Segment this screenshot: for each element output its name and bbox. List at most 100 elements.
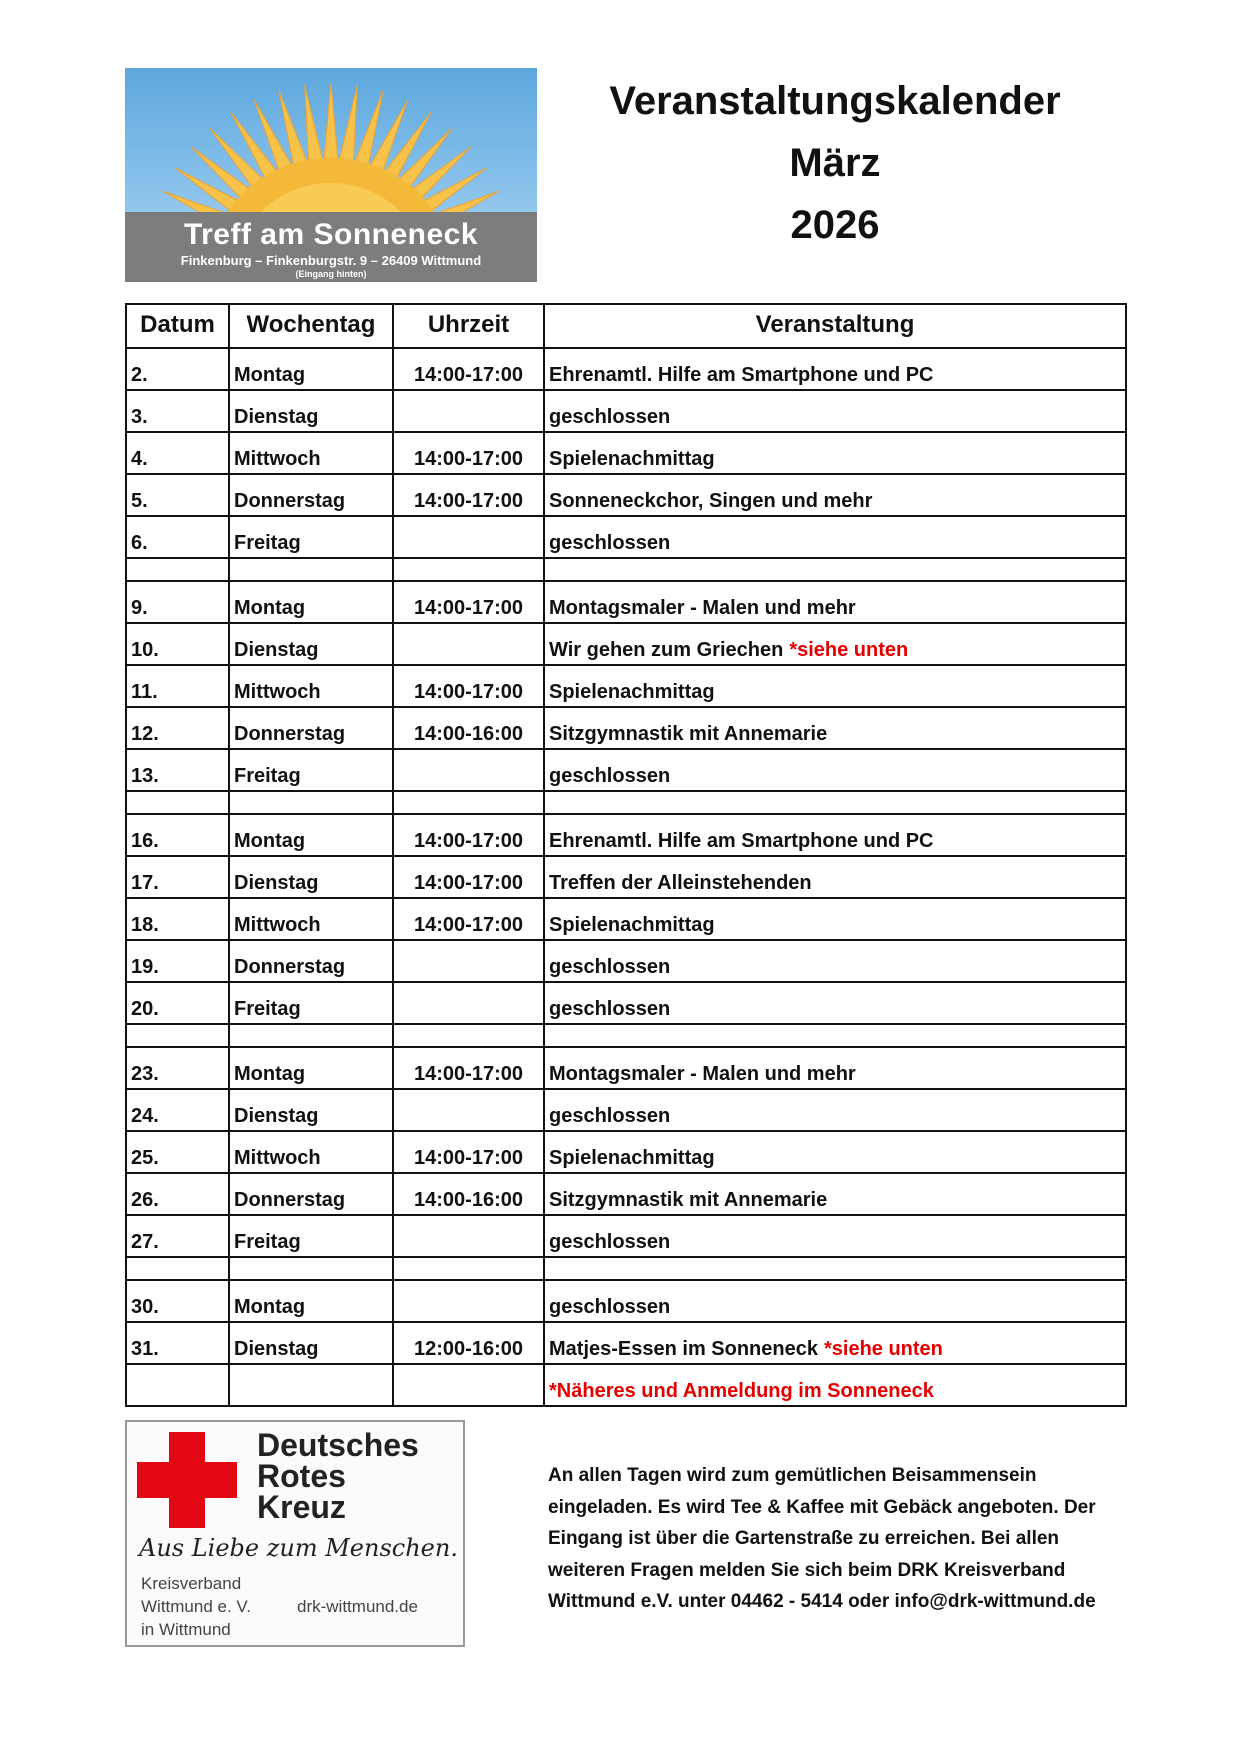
event-cell: Montagsmaler - Malen und mehr — [543, 1046, 1127, 1090]
time-cell — [392, 981, 545, 1025]
time-cell: 14:00-17:00 — [392, 813, 545, 857]
weekday-cell: Dienstag — [228, 622, 394, 666]
event-cell: geschlossen — [543, 1279, 1127, 1323]
spacer-row — [125, 1023, 1127, 1048]
weekday-cell: Donnerstag — [228, 939, 394, 983]
table-row: 24. Dienstag geschlossen — [125, 1088, 1127, 1132]
weekday-cell: Mittwoch — [228, 1130, 394, 1174]
empty-cell — [392, 790, 545, 815]
weekday-cell: Donnerstag — [228, 1172, 394, 1216]
empty-cell — [392, 1023, 545, 1048]
weekday-cell: Freitag — [228, 1214, 394, 1258]
empty-cell — [125, 1023, 230, 1048]
date-cell: 17. — [125, 855, 230, 899]
table-row: 25. Mittwoch 14:00-17:00 Spielenachmittag — [125, 1130, 1127, 1174]
event-name: Sitzgymnastik mit Annemarie — [549, 1189, 828, 1211]
time-cell: 14:00-17:00 — [392, 897, 545, 941]
table-row: 4. Mittwoch 14:00-17:00 Spielenachmittag — [125, 431, 1127, 475]
event-name: geschlossen — [549, 406, 671, 428]
event-cell: Spielenachmittag — [543, 897, 1127, 941]
date-cell: 4. — [125, 431, 230, 475]
weekday-cell: Mittwoch — [228, 664, 394, 708]
event-name: geschlossen — [549, 998, 671, 1020]
event-name: Treffen der Alleinstehenden — [549, 872, 812, 894]
date-cell: 3. — [125, 389, 230, 433]
weekday-cell: Mittwoch — [228, 431, 394, 475]
drk-org-line: in Wittmund — [141, 1620, 231, 1639]
event-cell: Ehrenamtl. Hilfe am Smartphone und PC — [543, 347, 1127, 391]
spacer-row — [125, 557, 1127, 582]
weekday-cell: Mittwoch — [228, 897, 394, 941]
event-name: Spielenachmittag — [549, 914, 715, 936]
event-cell: Montagsmaler - Malen und mehr — [543, 580, 1127, 624]
time-cell — [392, 1279, 545, 1323]
logo-name: Treff am Sonneneck — [183, 218, 479, 251]
empty-cell — [228, 557, 394, 582]
drk-name-line: Rotes — [257, 1458, 346, 1494]
time-cell: 14:00-17:00 — [392, 1046, 545, 1090]
event-note: *siehe unten — [789, 639, 909, 661]
empty-cell — [125, 1256, 230, 1281]
table-row: 18. Mittwoch 14:00-17:00 Spielenachmittag — [125, 897, 1127, 941]
empty-cell — [543, 557, 1127, 582]
red-cross-icon — [137, 1432, 237, 1528]
event-cell: Matjes-Essen im Sonneneck *siehe unten — [543, 1321, 1127, 1365]
empty-cell — [125, 557, 230, 582]
events-table: Datum Wochentag Uhrzeit Veranstaltung 2. Mon… — [125, 303, 1127, 1407]
event-cell: *Näheres und Anmeldung im Sonneneck — [543, 1363, 1127, 1407]
event-name: Sitzgymnastik mit Annemarie — [549, 723, 828, 745]
time-cell — [392, 1214, 545, 1258]
info-text: An allen Tagen wird zum gemütlichen Beis… — [548, 1465, 1096, 1613]
time-cell — [392, 1088, 545, 1132]
table-row: 3. Dienstag geschlossen — [125, 389, 1127, 433]
date-cell: 24. — [125, 1088, 230, 1132]
time-cell: 14:00-17:00 — [392, 855, 545, 899]
empty-cell — [228, 1256, 394, 1281]
weekday-cell — [228, 1363, 394, 1407]
event-name: geschlossen — [549, 1231, 671, 1253]
drk-name-line: Deutsches — [257, 1427, 419, 1463]
time-cell: 14:00-16:00 — [392, 1172, 545, 1216]
time-cell: 14:00-17:00 — [392, 664, 545, 708]
time-cell — [392, 622, 545, 666]
event-name: Montagsmaler - Malen und mehr — [549, 1063, 856, 1085]
event-name: Matjes-Essen im Sonneneck — [549, 1338, 818, 1360]
time-cell: 14:00-17:00 — [392, 580, 545, 624]
drk-name-line: Kreuz — [257, 1489, 346, 1525]
event-name: geschlossen — [549, 1296, 671, 1318]
weekday-cell: Montag — [228, 347, 394, 391]
weekday-cell: Freitag — [228, 981, 394, 1025]
event-cell: Sitzgymnastik mit Annemarie — [543, 1172, 1127, 1216]
column-header: Veranstaltung — [543, 303, 1127, 349]
event-cell: geschlossen — [543, 389, 1127, 433]
event-note: *siehe unten — [823, 1338, 943, 1360]
date-cell: 2. — [125, 347, 230, 391]
event-cell: geschlossen — [543, 1214, 1127, 1258]
year: 2026 — [790, 203, 880, 247]
sun-ray — [338, 84, 358, 166]
spacer-row — [125, 1256, 1127, 1281]
event-cell: Spielenachmittag — [543, 664, 1127, 708]
table-row: 31. Dienstag 12:00-16:00 Matjes-Essen im So… — [125, 1321, 1127, 1365]
event-name: geschlossen — [549, 532, 671, 554]
event-name: Sonneneckchor, Singen und mehr — [549, 490, 873, 512]
date-cell: 11. — [125, 664, 230, 708]
empty-cell — [392, 1256, 545, 1281]
event-note: *Näheres und Anmeldung im Sonneneck — [549, 1380, 934, 1402]
event-cell: geschlossen — [543, 939, 1127, 983]
empty-cell — [228, 1023, 394, 1048]
table-row: 26. Donnerstag 14:00-16:00 Sitzgymnastik mi… — [125, 1172, 1127, 1216]
event-cell: Sitzgymnastik mit Annemarie — [543, 706, 1127, 750]
table-row: 27. Freitag geschlossen — [125, 1214, 1127, 1258]
event-cell: geschlossen — [543, 1088, 1127, 1132]
weekday-cell: Freitag — [228, 748, 394, 792]
date-cell: 27. — [125, 1214, 230, 1258]
event-cell: Ehrenamtl. Hilfe am Smartphone und PC — [543, 813, 1127, 857]
empty-cell — [125, 790, 230, 815]
event-name: Spielenachmittag — [549, 681, 715, 703]
empty-cell — [543, 790, 1127, 815]
date-cell: 26. — [125, 1172, 230, 1216]
time-cell: 12:00-16:00 — [392, 1321, 545, 1365]
time-cell: 14:00-17:00 — [392, 473, 545, 517]
